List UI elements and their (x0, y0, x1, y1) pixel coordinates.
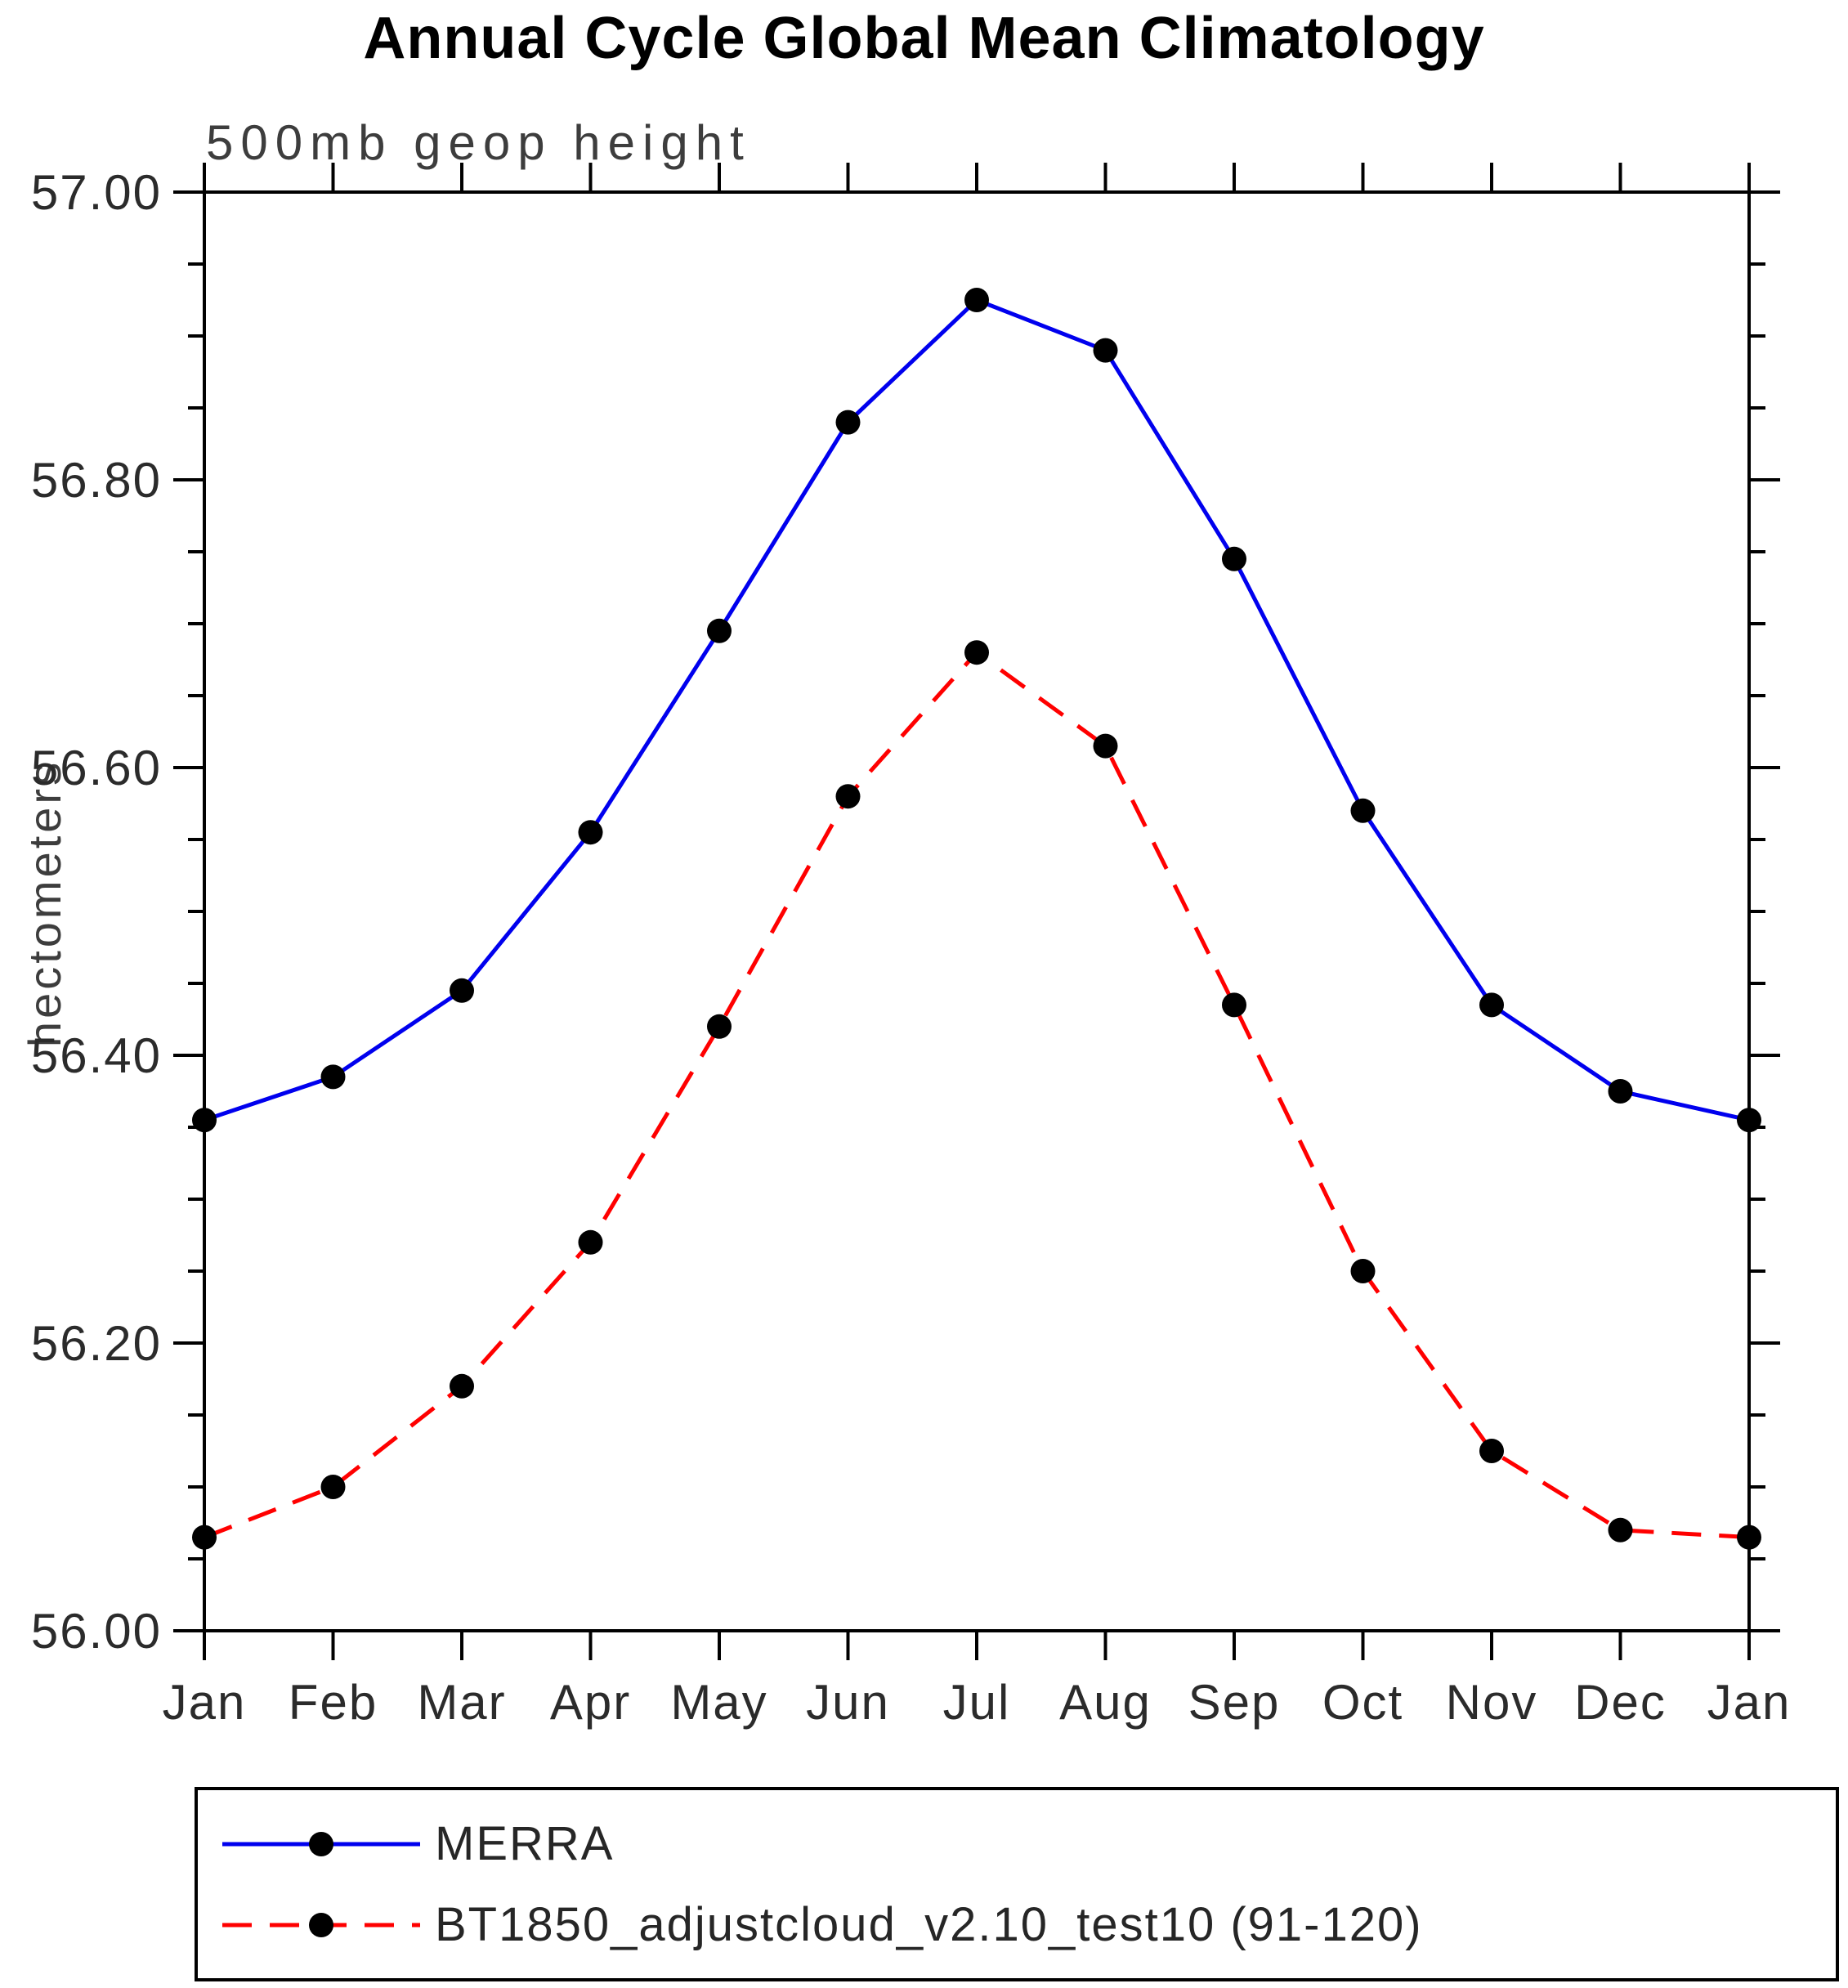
data-point-marker-0 (1479, 992, 1504, 1018)
legend-label-bt1850: BT1850_adjustcloud_v2.10_test10 (91-120) (435, 1898, 1423, 1951)
x-tick-label: Sep (1188, 1675, 1281, 1730)
data-point-marker-1 (1093, 733, 1118, 759)
y-tick-label: 56.40 (31, 1028, 162, 1083)
data-point-marker-1 (578, 1229, 603, 1255)
data-point-marker-0 (578, 820, 603, 845)
x-tick-label: Mar (417, 1675, 506, 1730)
x-tick-label: Oct (1322, 1675, 1403, 1730)
data-point-marker-1 (320, 1475, 346, 1499)
legend-marker-dot (309, 1831, 333, 1856)
legend-marker-dot (309, 1912, 333, 1937)
y-tick-label: 56.00 (31, 1604, 162, 1659)
legend-label-merra: MERRA (435, 1817, 615, 1870)
legend-line-sample-merra (222, 1831, 420, 1856)
x-tick-label: Apr (550, 1675, 631, 1730)
data-point-marker-0 (1093, 338, 1118, 363)
data-point-marker-1 (1608, 1517, 1633, 1542)
y-tick-label: 57.00 (31, 165, 162, 220)
data-point-marker-0 (1222, 546, 1246, 571)
data-point-marker-1 (1350, 1259, 1376, 1283)
chart-title: Annual Cycle Global Mean Climatology (363, 6, 1485, 71)
data-point-marker-0 (450, 978, 474, 1003)
x-tick-label: Jul (943, 1675, 1011, 1730)
legend-item-bt1850: BT1850_adjustcloud_v2.10_test10 (91-120) (219, 1897, 1836, 1952)
x-tick-label: Jun (806, 1675, 890, 1730)
data-point-marker-0 (964, 288, 989, 312)
data-point-marker-1 (1737, 1525, 1761, 1550)
data-point-marker-0 (1350, 798, 1376, 823)
plot-frame (203, 190, 1751, 1632)
data-point-marker-0 (192, 1108, 217, 1133)
chart-subtitle: 500mb geop height (206, 115, 751, 170)
data-point-marker-1 (835, 784, 861, 809)
y-tick-label: 56.80 (31, 453, 162, 508)
x-tick-label: May (670, 1675, 767, 1730)
data-point-marker-1 (450, 1373, 474, 1399)
data-point-marker-1 (1479, 1439, 1504, 1463)
x-tick-label: Jan (163, 1675, 247, 1730)
data-point-marker-0 (707, 618, 732, 643)
legend-line-sample-bt1850 (222, 1912, 420, 1937)
data-point-marker-0 (1737, 1108, 1761, 1133)
data-point-marker-0 (320, 1064, 346, 1090)
data-point-marker-1 (964, 640, 989, 665)
x-tick-label: Aug (1059, 1675, 1152, 1730)
data-point-marker-0 (835, 410, 861, 435)
x-tick-label: Dec (1574, 1675, 1667, 1730)
data-point-marker-1 (707, 1014, 732, 1039)
data-point-marker-0 (1608, 1079, 1633, 1104)
data-point-marker-1 (1222, 992, 1246, 1018)
x-tick-label: Jan (1707, 1675, 1792, 1730)
data-point-marker-1 (192, 1525, 217, 1550)
x-tick-label: Feb (289, 1675, 378, 1730)
x-tick-label: Nov (1446, 1675, 1538, 1730)
y-tick-label: 56.20 (31, 1316, 162, 1371)
y-tick-label: 56.60 (31, 741, 162, 795)
series-line-0 (204, 298, 1750, 1122)
legend: MERRA BT1850_adjustcloud_v2.10_test10 (9… (195, 1787, 1839, 1981)
legend-item-merra: MERRA (219, 1816, 1836, 1871)
series-line-1 (204, 649, 1750, 1540)
